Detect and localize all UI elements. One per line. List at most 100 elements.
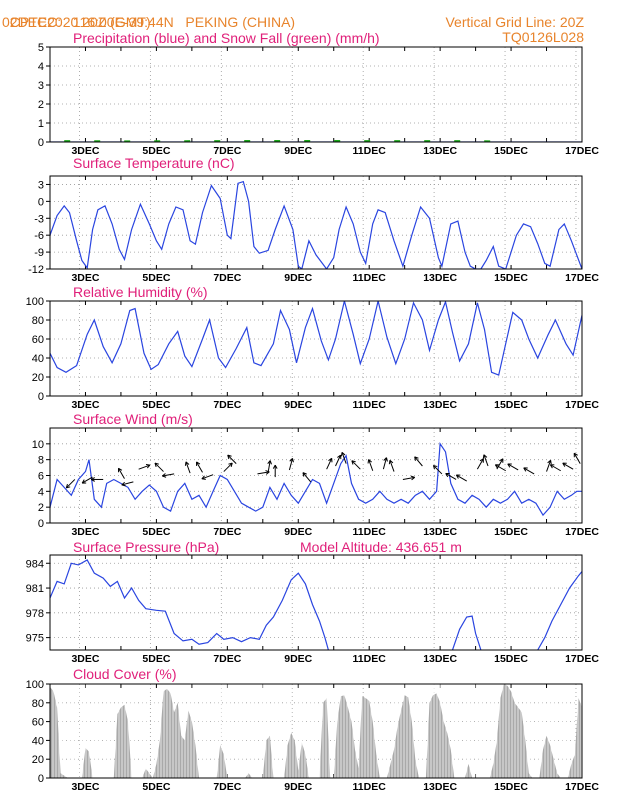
x-tick-label: 3DEC	[71, 145, 99, 157]
x-tick-label: 13DEC	[423, 399, 457, 411]
wind-arrow	[201, 474, 214, 480]
y-tick-label: 40	[32, 353, 44, 365]
x-tick-label: 15DEC	[494, 145, 528, 157]
wind-arrow	[546, 459, 552, 472]
cloud-cover-area	[50, 684, 582, 778]
y-tick-label: 984	[26, 558, 44, 570]
x-tick-label: 7DEC	[213, 145, 241, 157]
wind-arrow	[272, 464, 278, 478]
panel-title: Precipitation (blue) and Snow Fall (gree…	[73, 30, 380, 46]
x-tick-label: 17DEC	[565, 399, 599, 411]
panel-frame	[49, 554, 583, 651]
series-line-rh	[50, 301, 582, 376]
wind-arrow	[117, 467, 125, 479]
x-tick-label: 7DEC	[213, 653, 241, 665]
wind-arrow	[154, 462, 164, 472]
x-tick-label: 13DEC	[423, 145, 457, 157]
wind-arrow	[414, 456, 423, 467]
wind-arrow	[496, 458, 504, 470]
panel-frame	[49, 46, 583, 143]
wind-arrow	[388, 459, 395, 472]
y-tick-label: -3	[34, 213, 44, 225]
x-tick-label: 13DEC	[423, 526, 457, 538]
x-tick-label: 11DEC	[353, 272, 387, 284]
panel-frame	[49, 300, 583, 397]
panel-wind: 0 2 4 6 8 10 3DEC 5DEC 7DEC 9DEC 11DEC 13DEC 15DEC 17…	[32, 411, 600, 538]
x-tick-label: 17DEC	[565, 272, 599, 284]
x-tick-label: 11DEC	[353, 526, 387, 538]
plot-area	[50, 301, 582, 376]
panel-title: Surface Pressure (hPa)	[73, 539, 219, 555]
y-tick-label: 8	[38, 455, 44, 467]
wind-arrow	[482, 454, 489, 467]
panel-frame	[49, 427, 583, 524]
x-tick-label: 9DEC	[284, 526, 312, 538]
y-tick-label: 0	[38, 391, 44, 403]
y-tick-label: 4	[38, 486, 44, 498]
wind-arrow	[367, 459, 374, 471]
series-line-wind	[50, 442, 582, 517]
wind-arrow	[257, 470, 270, 475]
wind-arrow	[162, 473, 175, 478]
y-tick-label: 80	[32, 698, 44, 710]
wind-arrow	[402, 475, 416, 481]
panel-pressure: 975 978 981 984 3DEC 5DEC 7DEC 9DEC 11DEC 13DEC 15…	[26, 539, 600, 665]
x-tick-label: 5DEC	[142, 781, 170, 793]
plot-area	[50, 442, 582, 517]
y-tick-label: 60	[32, 334, 44, 346]
y-tick-label: 4	[38, 61, 44, 73]
wind-arrow	[351, 460, 361, 470]
y-tick-label: 2	[38, 99, 44, 111]
plot-area	[50, 684, 582, 778]
x-tick-label: 17DEC	[565, 653, 599, 665]
plot-area	[50, 180, 582, 269]
y-tick-label: 981	[26, 583, 44, 595]
x-tick-label: 5DEC	[142, 653, 170, 665]
header-datetime: 02DEC2020 20Z (GMT)	[2, 14, 151, 30]
panel-frame	[49, 175, 583, 270]
wind-arrow	[562, 462, 574, 470]
y-tick-label: 0	[38, 137, 44, 149]
y-tick-label: 20	[32, 372, 44, 384]
panel-precip: 0 1 2 3 4 5 3DEC 5DEC 7DEC 9DEC 11DEC 13DEC 15DEC 17D…	[38, 30, 599, 157]
x-tick-label: 13DEC	[423, 781, 457, 793]
wind-arrow	[223, 462, 233, 472]
wind-arrow	[81, 476, 93, 484]
panel-title: Cloud Cover (%)	[73, 666, 176, 682]
x-tick-label: 15DEC	[494, 653, 528, 665]
y-tick-label: 3	[38, 179, 44, 191]
y-tick-label: 3	[38, 80, 44, 92]
y-tick-label: -9	[34, 247, 44, 259]
x-tick-label: 15DEC	[494, 781, 528, 793]
x-tick-label: 3DEC	[71, 526, 99, 538]
wind-arrow	[494, 464, 506, 472]
x-tick-label: 5DEC	[142, 272, 170, 284]
x-tick-label: 9DEC	[284, 399, 312, 411]
y-tick-label: 2	[38, 502, 44, 514]
wind-arrow	[302, 472, 312, 483]
panel-subtitle: Model Altitude: 436.651 m	[300, 539, 462, 555]
x-tick-label: 9DEC	[284, 272, 312, 284]
wind-arrow	[476, 458, 484, 470]
wind-arrow	[549, 464, 561, 472]
panel-title: Relative Humidity (%)	[73, 284, 208, 300]
y-tick-label: 978	[26, 608, 44, 620]
wind-arrow	[326, 457, 333, 470]
x-tick-label: 3DEC	[71, 653, 99, 665]
x-tick-label: 9DEC	[284, 781, 312, 793]
y-tick-label: 10	[32, 439, 44, 451]
y-tick-label: 0	[38, 773, 44, 785]
y-tick-label: -6	[34, 230, 44, 242]
wind-arrow	[432, 464, 443, 475]
y-tick-label: 100	[26, 679, 44, 691]
header-coords: 116:00E-39:44N	[72, 14, 174, 30]
y-tick-label: 0	[38, 196, 44, 208]
y-tick-label: 1	[38, 118, 44, 130]
y-tick-label: 40	[32, 735, 44, 747]
x-tick-label: 5DEC	[142, 145, 170, 157]
x-tick-label: 15DEC	[494, 272, 528, 284]
header-grid-note: Vertical Grid Line: 20Z	[445, 14, 584, 30]
y-tick-label: 0	[38, 518, 44, 530]
x-tick-label: 15DEC	[494, 399, 528, 411]
